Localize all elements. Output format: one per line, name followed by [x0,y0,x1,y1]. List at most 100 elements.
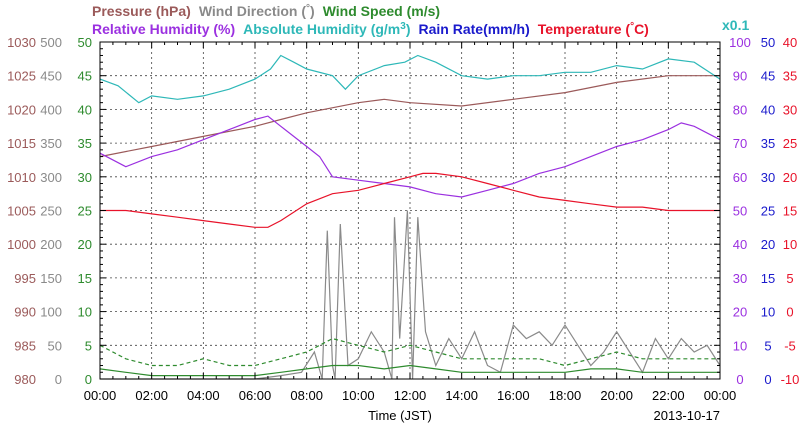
x-tick-label: 16:00 [497,388,530,403]
series-wind-speed-gust [99,337,720,367]
x-tick-label: 04:00 [187,388,220,403]
y-tick-label-temperature: 20 [783,170,797,185]
x-tick-label: 06:00 [239,388,272,403]
y-tick-label-wind-direction: 500 [40,35,62,50]
legend: Pressure (hPa) Wind Direction (°) Wind Spe… [92,3,749,37]
y-tick-label-wind-direction: 50 [48,338,62,353]
y-tick-label-relative-humidity: 80 [733,102,747,117]
legend-wind-direction: Wind Direction ( [199,3,307,19]
x-tick-label: 02:00 [135,388,168,403]
y-tick-label-pressure: 990 [14,305,36,320]
y-tick-label-temperature: 40 [783,35,797,50]
legend-wind-direction-close: ) [310,3,315,19]
y-tick-label-relative-humidity: 0 [736,372,743,387]
x-tick-label: 10:00 [342,388,375,403]
y-tick-label-wind-direction: 200 [40,237,62,252]
y-tick-label-temperature: -10 [781,372,800,387]
x-tick-label: 22:00 [652,388,685,403]
series-group [99,54,721,380]
legend-temperature-degree: ° [630,21,634,32]
y-tick-label-wind-direction: 100 [40,305,62,320]
x-tick-label: 14:00 [445,388,478,403]
y-tick-label-wind-direction: 400 [40,102,62,117]
legend-relative-humidity: Relative Humidity (%) [92,21,235,37]
y-tick-label-wind-speed: 50 [78,35,92,50]
y-tick-label-temperature: 0 [786,305,793,320]
y-tick-label-pressure: 980 [14,372,36,387]
y-tick-label-pressure: 1010 [7,170,36,185]
y-tick-label-relative-humidity: 50 [733,204,747,219]
legend-absolute-humidity: Absolute Humidity (g/m [243,21,400,37]
y-tick-label-rain-rate: 5 [764,338,771,353]
y-tick-label-pressure: 1005 [7,204,36,219]
y-tick-label-wind-direction: 0 [55,372,62,387]
y-tick-label-temperature: 5 [786,271,793,286]
x-tick-label: 00:00 [84,388,117,403]
y-tick-label-relative-humidity: 40 [733,237,747,252]
y-tick-label-rain-rate: 45 [761,69,775,84]
y-tick-label-relative-humidity: 10 [733,338,747,353]
legend-wind-direction-degree: ° [306,3,310,14]
series-wind-direction [100,210,721,380]
y-tick-label-wind-speed: 40 [78,102,92,117]
x-tick-label: 20:00 [600,388,633,403]
y-tick-label-rain-rate: 15 [761,271,775,286]
y-tick-label-wind-speed: 0 [85,372,92,387]
y-tick-label-wind-speed: 5 [85,338,92,353]
y-tick-label-relative-humidity: 60 [733,170,747,185]
y-tick-label-rain-rate: 30 [761,170,775,185]
y-tick-label-relative-humidity: 30 [733,271,747,286]
y-tick-label-relative-humidity: 100 [729,35,751,50]
x-tick-label: 00:00 [704,388,737,403]
legend-rain-rate: Rain Rate(mm/h) [419,21,530,37]
y-tick-label-temperature: 15 [783,204,797,219]
y-tick-label-relative-humidity: 90 [733,69,747,84]
y-tick-label-wind-speed: 30 [78,170,92,185]
date-label: 2013-10-17 [654,408,721,423]
y-tick-label-pressure: 1015 [7,136,36,151]
y-tick-label-wind-speed: 45 [78,69,92,84]
legend-temperature-close: C) [634,21,649,37]
legend-row-1: Pressure (hPa) Wind Direction (°) Wind Spe… [92,3,440,19]
y-tick-label-temperature: 25 [783,136,797,151]
y-tick-label-wind-speed: 35 [78,136,92,151]
y-tick-label-temperature: 30 [783,102,797,117]
x-tick-label: 12:00 [394,388,427,403]
tick-marks [99,41,721,380]
y-tick-label-wind-speed: 15 [78,271,92,286]
legend-pressure: Pressure (hPa) [92,3,191,19]
legend-absolute-humidity-superscript: 3 [400,21,406,32]
y-tick-label-wind-direction: 150 [40,271,62,286]
y-tick-label-rain-rate: 10 [761,305,775,320]
y-tick-label-temperature: -5 [784,338,796,353]
y-tick-label-pressure: 1020 [7,102,36,117]
series-absolute-humidity [99,54,721,104]
axis-labels: 1030102510201015101010051000995990985980… [7,35,799,403]
y-tick-label-wind-direction: 450 [40,69,62,84]
x-axis-title: Time (JST) [368,408,432,423]
legend-wind-speed: Wind Speed (m/s) [323,3,440,19]
x-tick-label: 18:00 [549,388,582,403]
y-tick-label-pressure: 1030 [7,35,36,50]
series-temperature [100,172,720,228]
y-tick-label-relative-humidity: 20 [733,305,747,320]
y-tick-label-pressure: 1000 [7,237,36,252]
y-tick-label-pressure: 995 [14,271,36,286]
x-tick-label: 08:00 [290,388,323,403]
y-tick-label-temperature: 10 [783,237,797,252]
y-tick-label-wind-direction: 250 [40,204,62,219]
y-tick-label-wind-speed: 25 [78,204,92,219]
legend-row-2: Relative Humidity (%) Absolute Humidity (… [92,21,649,37]
y-tick-label-rain-rate: 35 [761,136,775,151]
y-tick-label-relative-humidity: 70 [733,136,747,151]
y-tick-label-rain-rate: 0 [764,372,771,387]
y-tick-label-wind-speed: 20 [78,237,92,252]
y-tick-label-rain-rate: 25 [761,204,775,219]
y-tick-label-pressure: 985 [14,338,36,353]
series-relative-humidity [99,115,721,198]
y-tick-label-wind-direction: 300 [40,170,62,185]
y-tick-label-rain-rate: 50 [761,35,775,50]
legend-scale-note: x0.1 [722,17,749,33]
